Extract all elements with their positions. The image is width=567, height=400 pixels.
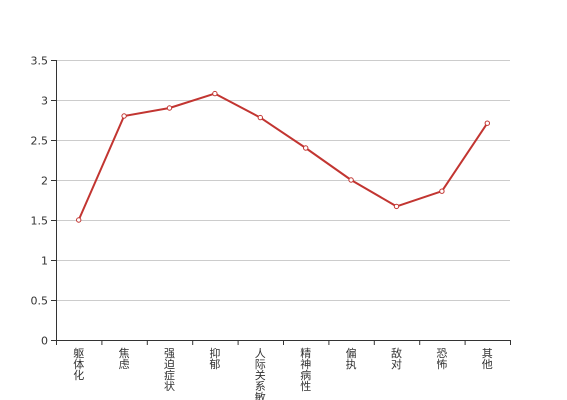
series-layer [76,90,490,223]
grid-layer [56,60,510,301]
series-line [77,92,489,221]
x-category-label: 焦虑 [119,347,130,371]
y-tick-label: 1 [41,255,48,268]
data-point [348,177,354,183]
data-point [439,188,445,194]
data-point [257,114,263,121]
data-point [212,90,218,97]
data-point [393,203,400,210]
y-tick-label: 0.5 [31,295,49,308]
y-tick-label: 2.5 [31,135,49,148]
y-tick-label: 2 [41,175,48,188]
x-category-label: 强迫症状 [164,347,175,393]
label-layer: 0 0.5 1 1.5 2 2.5 3 3.5 躯体化 焦虑 强迫症状 抑郁 人际关系敏感 精神病性 偏执 敌… [31,55,493,400]
axis-layer [51,60,511,345]
data-point [76,217,82,223]
x-category-label: 偏执 [346,346,357,371]
y-tick-label: 3 [41,95,48,108]
data-point [303,145,309,151]
x-category-label: 精神病性 [300,347,311,393]
data-point [484,120,490,126]
y-tick-label: 1.5 [31,215,49,228]
y-tick-label: 3.5 [31,55,49,68]
x-category-label: 其他 [482,347,493,371]
x-category-label: 敌对 [391,346,402,371]
x-category-label: 抑郁 [209,346,220,371]
data-point [166,105,173,111]
x-category-label: 恐怖 [436,347,447,371]
data-point [121,113,127,119]
x-category-label: 躯体化 [73,347,84,382]
x-category-label: 人际关系敏感 [255,347,266,400]
y-tick-label: 0 [41,335,48,348]
